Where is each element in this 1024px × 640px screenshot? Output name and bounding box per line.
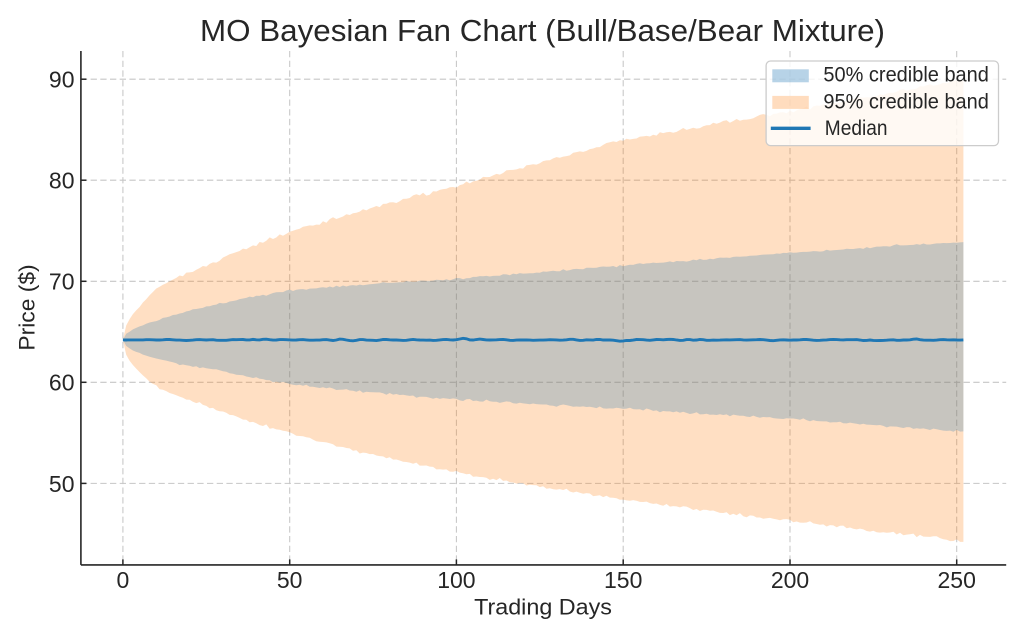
svg-text:90: 90 bbox=[49, 67, 75, 93]
svg-text:50: 50 bbox=[49, 471, 75, 497]
svg-text:150: 150 bbox=[604, 567, 642, 593]
svg-text:60: 60 bbox=[49, 370, 75, 396]
svg-text:50: 50 bbox=[277, 567, 303, 593]
svg-text:100: 100 bbox=[437, 567, 475, 593]
svg-text:MO Bayesian Fan Chart (Bull/Ba: MO Bayesian Fan Chart (Bull/Base/Bear Mi… bbox=[200, 14, 885, 48]
svg-text:250: 250 bbox=[938, 567, 976, 593]
svg-text:Trading Days: Trading Days bbox=[474, 595, 612, 620]
svg-text:200: 200 bbox=[771, 567, 809, 593]
svg-text:80: 80 bbox=[49, 168, 75, 194]
svg-text:70: 70 bbox=[49, 269, 75, 295]
svg-text:50% credible band: 50% credible band bbox=[823, 64, 989, 87]
svg-text:Price ($): Price ($) bbox=[15, 264, 40, 350]
svg-text:0: 0 bbox=[117, 567, 130, 593]
svg-text:Median: Median bbox=[825, 117, 888, 140]
svg-text:95% credible band: 95% credible band bbox=[823, 90, 989, 113]
